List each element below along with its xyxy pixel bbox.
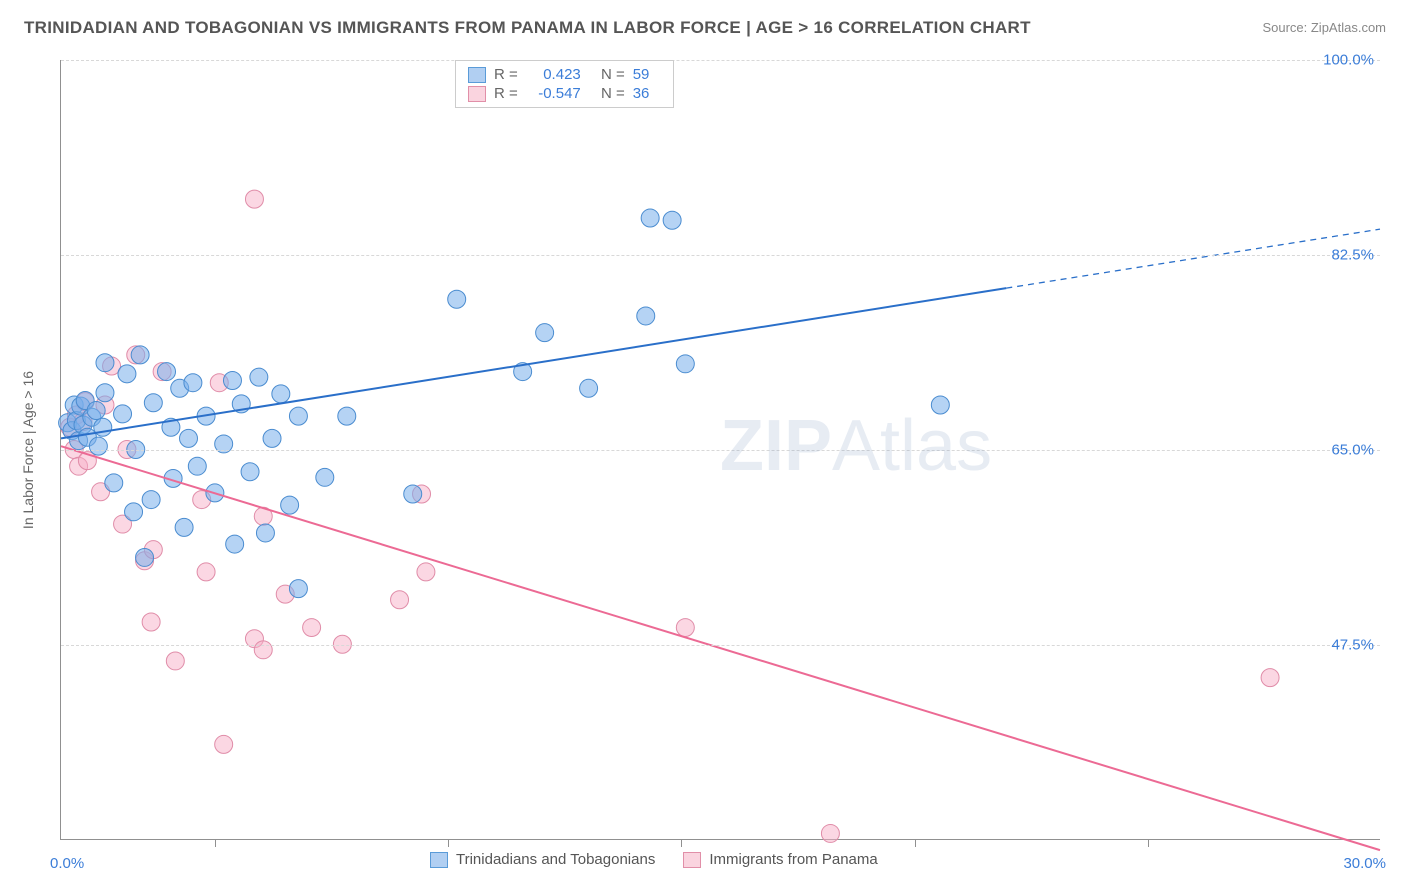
x-tick [215, 839, 216, 847]
data-point [303, 619, 321, 637]
data-point [641, 209, 659, 227]
swatch-pink-icon [468, 86, 486, 102]
data-point [166, 652, 184, 670]
y-axis-title: In Labor Force | Age > 16 [20, 371, 36, 529]
legend-label: Immigrants from Panama [709, 851, 877, 868]
data-point [391, 591, 409, 609]
x-tick [1148, 839, 1149, 847]
x-tick [681, 839, 682, 847]
data-point [89, 437, 107, 455]
legend-item-blue: Trinidadians and Tobagonians [430, 851, 655, 868]
data-point [87, 402, 105, 420]
y-tick-label: 82.5% [1331, 247, 1374, 264]
n-value: 36 [633, 85, 661, 102]
chart-plot-area: 47.5%65.0%82.5%100.0% [60, 60, 1380, 840]
data-point [125, 503, 143, 521]
data-point [417, 563, 435, 581]
n-value: 59 [633, 66, 661, 83]
data-point [142, 613, 160, 631]
correlation-legend: R = 0.423 N = 59 R = -0.547 N = 36 [455, 60, 674, 108]
data-point [215, 735, 233, 753]
data-point [404, 485, 422, 503]
data-point [245, 190, 263, 208]
legend-item-pink: Immigrants from Panama [683, 851, 877, 868]
data-point [96, 384, 114, 402]
data-point [254, 641, 272, 659]
data-point [175, 518, 193, 536]
data-point [241, 463, 259, 481]
data-point [256, 524, 274, 542]
swatch-blue-icon [468, 67, 486, 83]
chart-title: TRINIDADIAN AND TOBAGONIAN VS IMMIGRANTS… [24, 18, 1031, 38]
legend-label: Trinidadians and Tobagonians [456, 851, 655, 868]
data-point [223, 372, 241, 390]
data-point [338, 407, 356, 425]
x-tick [448, 839, 449, 847]
gridline [61, 645, 1380, 646]
data-point [676, 619, 694, 637]
data-point [184, 374, 202, 392]
data-point [448, 290, 466, 308]
n-label: N = [601, 85, 625, 102]
y-tick-label: 65.0% [1331, 442, 1374, 459]
source-label: Source: ZipAtlas.com [1262, 20, 1386, 35]
data-point [96, 354, 114, 372]
trend-line-blue [61, 288, 1006, 438]
data-point [226, 535, 244, 553]
swatch-pink-icon [683, 852, 701, 868]
corr-row-blue: R = 0.423 N = 59 [468, 65, 661, 84]
x-axis-max-label: 30.0% [1343, 855, 1386, 872]
corr-row-pink: R = -0.547 N = 36 [468, 84, 661, 103]
data-point [136, 548, 154, 566]
data-point [114, 405, 132, 423]
data-point [144, 394, 162, 412]
data-point [131, 346, 149, 364]
gridline [61, 255, 1380, 256]
data-point [821, 824, 839, 842]
data-point [663, 211, 681, 229]
data-point [158, 363, 176, 381]
data-point [118, 365, 136, 383]
data-point [289, 580, 307, 598]
gridline [61, 60, 1380, 61]
data-point [931, 396, 949, 414]
data-point [289, 407, 307, 425]
r-label: R = [494, 85, 518, 102]
data-point [105, 474, 123, 492]
n-label: N = [601, 66, 625, 83]
gridline [61, 450, 1380, 451]
x-tick [915, 839, 916, 847]
r-value: 0.423 [526, 66, 581, 83]
data-point [536, 324, 554, 342]
data-point [676, 355, 694, 373]
data-point [316, 468, 334, 486]
data-point [188, 457, 206, 475]
trend-line-blue-extrapolated [1006, 229, 1380, 288]
data-point [1261, 669, 1279, 687]
swatch-blue-icon [430, 852, 448, 868]
data-point [637, 307, 655, 325]
data-point [580, 379, 598, 397]
r-value: -0.547 [526, 85, 581, 102]
data-point [197, 563, 215, 581]
data-point [142, 491, 160, 509]
data-point [180, 429, 198, 447]
y-tick-label: 47.5% [1331, 637, 1374, 654]
data-point [263, 429, 281, 447]
series-legend: Trinidadians and Tobagonians Immigrants … [430, 851, 878, 868]
r-label: R = [494, 66, 518, 83]
data-point [272, 385, 290, 403]
data-point [281, 496, 299, 514]
x-axis-min-label: 0.0% [50, 855, 84, 872]
y-tick-label: 100.0% [1323, 52, 1374, 69]
data-point [250, 368, 268, 386]
